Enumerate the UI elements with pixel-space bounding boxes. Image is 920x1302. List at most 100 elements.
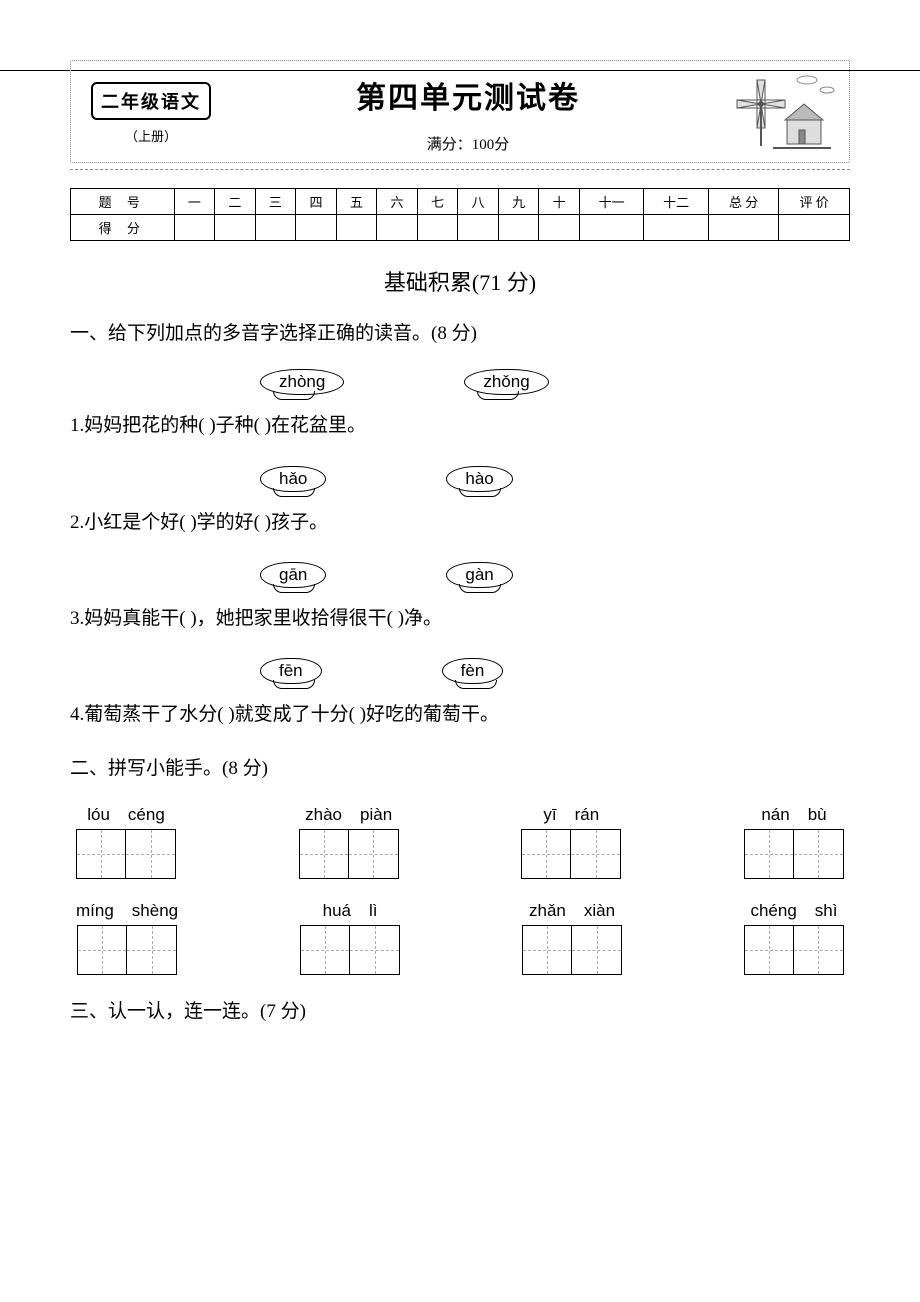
score-cell[interactable] (336, 215, 377, 241)
score-cell[interactable] (174, 215, 215, 241)
write-item: yīrán (521, 805, 621, 879)
tianzige-grid (76, 829, 176, 879)
tianzige-grid (300, 925, 400, 975)
tianzige-cell[interactable] (349, 829, 399, 879)
tianzige-cell[interactable] (794, 829, 844, 879)
col-cell: 八 (458, 189, 499, 215)
tianzige-cell[interactable] (300, 925, 350, 975)
tianzige-cell[interactable] (744, 829, 794, 879)
pinyin-syllable: zhào (305, 805, 342, 825)
header-banner: 二年级语文 （上册） 第四单元测试卷 满分：100分 (70, 60, 850, 163)
q3-heading: 三、认一认，连一连。(7 分) (70, 997, 850, 1027)
q2-heading: 二、拼写小能手。(8 分) (70, 754, 850, 784)
tianzige-cell[interactable] (127, 925, 177, 975)
col-cell: 二 (215, 189, 256, 215)
tianzige-cell[interactable] (521, 829, 571, 879)
tianzige-cell[interactable] (522, 925, 572, 975)
score-cell[interactable] (579, 215, 643, 241)
pinyin-syllable: míng (76, 901, 114, 921)
write-item: nánbù (744, 805, 844, 879)
score-cell[interactable] (296, 215, 337, 241)
tianzige-grid (299, 829, 399, 879)
title-column: 第四单元测试卷 满分：100分 (231, 73, 705, 154)
write-pinyin: huálì (323, 901, 378, 921)
main-title: 第四单元测试卷 (231, 73, 705, 117)
pinyin-bubble: zhòng (260, 369, 344, 395)
pinyin-bubble: fēn (260, 658, 322, 684)
score-cell[interactable] (779, 215, 850, 241)
full-score: 满分：100分 (231, 133, 705, 154)
score-cell[interactable] (458, 215, 499, 241)
score-cell[interactable] (215, 215, 256, 241)
write-pinyin: nánbù (761, 805, 826, 825)
separator-line (70, 169, 850, 170)
write-item: huálì (300, 901, 400, 975)
pinyin-bubble-row: zhòngzhǒng (260, 369, 850, 395)
pinyin-syllable: shèng (132, 901, 178, 921)
grade-block: 二年级语文 （上册） (91, 82, 211, 145)
tianzige-cell[interactable] (571, 829, 621, 879)
score-cell[interactable] (708, 215, 778, 241)
grade-sub: （上册） (125, 126, 177, 145)
write-grid-row: lóucéng zhàopiàn yīrán nánbù (70, 805, 850, 879)
row2-label: 得 分 (71, 215, 175, 241)
tianzige-cell[interactable] (744, 925, 794, 975)
tianzige-grid (77, 925, 177, 975)
score-cell[interactable] (417, 215, 458, 241)
tianzige-cell[interactable] (77, 925, 127, 975)
windmill-icon (725, 74, 835, 154)
score-table: 题 号 一 二 三 四 五 六 七 八 九 十 十一 十二 总 分 评 价 得 … (70, 188, 850, 241)
pinyin-syllable: zhǎn (529, 901, 566, 921)
q1-sentence: 3.妈妈真能干( )，她把家里收拾得很干( )净。 (70, 602, 850, 636)
tianzige-cell[interactable] (299, 829, 349, 879)
col-cell: 一 (174, 189, 215, 215)
write-item: míng shèng (76, 901, 178, 975)
col-cell: 十二 (644, 189, 708, 215)
tianzige-cell[interactable] (572, 925, 622, 975)
write-pinyin: zhǎnxiàn (529, 901, 615, 921)
write-item: zhàopiàn (299, 805, 399, 879)
pinyin-syllable: nán (761, 805, 789, 825)
col-cell: 评 价 (779, 189, 850, 215)
pinyin-bubble: hǎo (260, 466, 326, 492)
score-cell[interactable] (498, 215, 539, 241)
write-grid-row: míng shèng huálì zhǎnxiàn chéngshì (70, 901, 850, 975)
pinyin-syllable: huá (323, 901, 351, 921)
pinyin-bubble-row: hǎo hào (260, 466, 850, 492)
tianzige-cell[interactable] (350, 925, 400, 975)
pinyin-syllable: yī (543, 805, 556, 825)
pinyin-bubble: fèn (442, 658, 504, 684)
page: 二年级语文 （上册） 第四单元测试卷 满分：100分 (70, 60, 850, 1027)
tianzige-grid (521, 829, 621, 879)
tianzige-cell[interactable] (76, 829, 126, 879)
write-pinyin: zhàopiàn (305, 805, 392, 825)
tianzige-cell[interactable] (126, 829, 176, 879)
pinyin-syllable: lì (369, 901, 378, 921)
pinyin-bubble: hào (446, 466, 512, 492)
tianzige-cell[interactable] (794, 925, 844, 975)
tianzige-grid (522, 925, 622, 975)
pinyin-syllable: bù (808, 805, 827, 825)
col-cell: 九 (498, 189, 539, 215)
write-item: lóucéng (76, 805, 176, 879)
col-cell: 三 (255, 189, 296, 215)
write-item: chéngshì (744, 901, 844, 975)
pinyin-syllable: lóu (87, 805, 110, 825)
q1-sentence: 4.葡萄蒸干了水分( )就变成了十分( )好吃的葡萄干。 (70, 698, 850, 732)
q1-sentence: 1.妈妈把花的种( )子种( )在花盆里。 (70, 409, 850, 443)
table-row: 题 号 一 二 三 四 五 六 七 八 九 十 十一 十二 总 分 评 价 (71, 189, 850, 215)
col-cell: 四 (296, 189, 337, 215)
score-cell[interactable] (255, 215, 296, 241)
col-cell: 六 (377, 189, 418, 215)
pinyin-bubble: gān (260, 562, 326, 588)
tianzige-grid (744, 829, 844, 879)
score-cell[interactable] (644, 215, 708, 241)
score-cell[interactable] (377, 215, 418, 241)
score-cell[interactable] (539, 215, 580, 241)
grade-label: 二年级语文 (91, 82, 211, 120)
col-cell: 十一 (579, 189, 643, 215)
write-pinyin: chéngshì (750, 901, 837, 921)
pinyin-bubble-row: fēn fèn (260, 658, 850, 684)
pinyin-syllable: rán (575, 805, 600, 825)
big-section-title: 基础积累(71 分) (70, 265, 850, 297)
